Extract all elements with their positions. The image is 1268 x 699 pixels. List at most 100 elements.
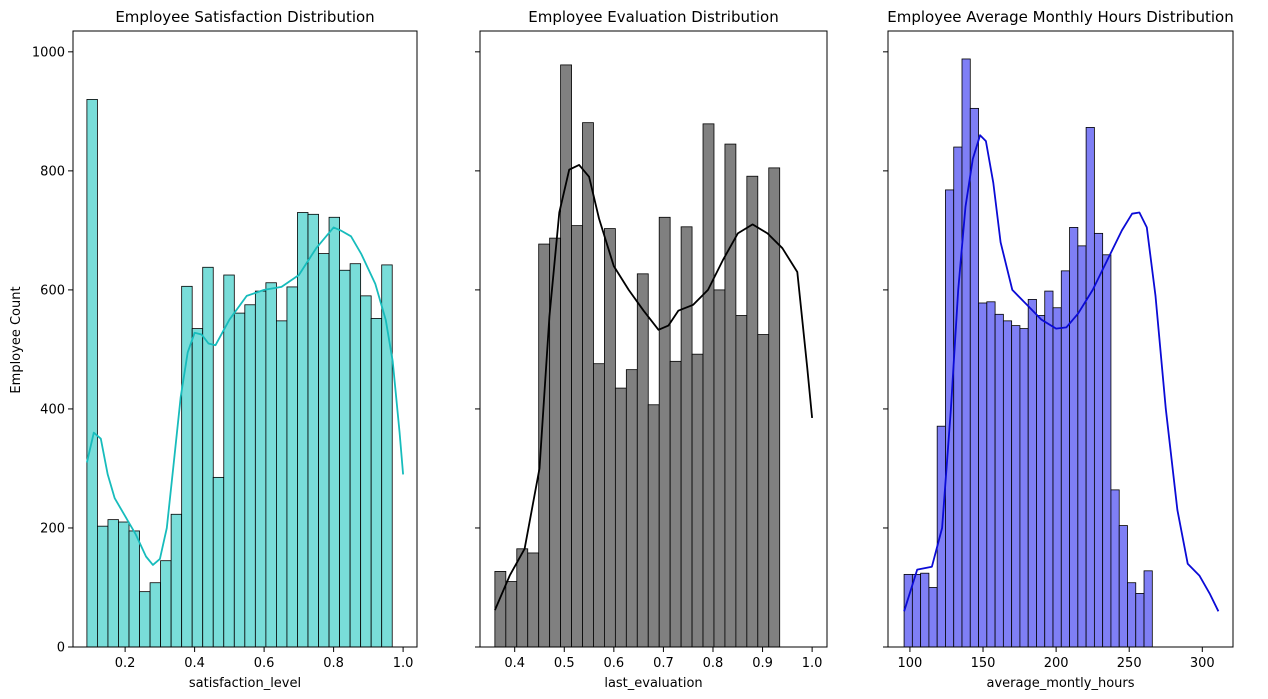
y-tick-label: 200	[40, 521, 65, 536]
histogram-bar	[920, 572, 930, 648]
x-tick-label: 0.6	[254, 656, 275, 671]
histogram-bar	[149, 582, 161, 648]
histogram-bar	[994, 313, 1004, 648]
kde-line	[86, 226, 404, 566]
histogram-bar	[1044, 290, 1054, 648]
histogram-bar	[636, 273, 649, 648]
histogram-bar	[1143, 570, 1153, 648]
histogram-bar	[593, 363, 605, 648]
histogram-bar	[903, 573, 913, 648]
histogram-bar	[928, 587, 938, 648]
histogram-bar	[307, 213, 319, 648]
x-tick-label: 0.2	[115, 656, 136, 671]
histogram-bar	[1085, 127, 1095, 648]
histogram-bar	[97, 525, 109, 648]
histogram-bar	[986, 301, 996, 648]
panel-3: 100 150 200 250 300 Employee Average Monthly …	[883, 8, 1234, 691]
histogram-bar	[713, 289, 726, 648]
histogram-bar	[680, 226, 693, 648]
histogram-bar	[328, 216, 340, 648]
histogram-bar	[746, 175, 759, 648]
histogram-bar	[614, 387, 627, 648]
y-tick-label: 1000	[32, 45, 65, 60]
x-tick-label: 200	[1044, 656, 1069, 671]
histogram-bar	[297, 212, 309, 648]
histogram-bar	[360, 295, 372, 648]
x-tick-label: 0.7	[653, 656, 674, 671]
y-tick-label: 600	[40, 283, 65, 298]
histogram-bar	[181, 285, 193, 648]
histogram-bar	[86, 99, 98, 648]
x-tick-label: 1.0	[393, 656, 414, 671]
chart-title: Employee Average Monthly Hours Distribut…	[887, 8, 1233, 26]
histogram-bar	[254, 290, 267, 648]
x-tick-label: 1.0	[802, 656, 823, 671]
histogram-bar	[604, 228, 616, 648]
histogram-bar	[1118, 525, 1128, 648]
x-axis-label: average_montly_hours	[986, 676, 1134, 691]
histogram-bar	[969, 107, 979, 648]
x-tick-label: 0.8	[703, 656, 724, 671]
histogram-bar	[936, 425, 946, 648]
histogram-bar	[265, 282, 277, 648]
histogram-bar	[370, 318, 383, 648]
histogram-bar	[128, 530, 140, 648]
histogram-bar	[233, 312, 246, 648]
plot-frame	[479, 30, 828, 648]
histogram-bar	[1110, 489, 1120, 648]
x-tick-label: 0.8	[323, 656, 344, 671]
x-tick-label: 0.4	[184, 656, 205, 671]
histogram-bar	[1019, 328, 1029, 648]
histogram-bar	[339, 269, 351, 648]
x-tick-label: 0.9	[752, 656, 773, 671]
histogram-bar	[702, 123, 715, 648]
histogram-bar	[516, 548, 529, 648]
histogram-bar	[1127, 582, 1137, 648]
histogram-bar	[1052, 307, 1062, 648]
histogram-bar	[1093, 232, 1104, 648]
x-tick-label: 100	[898, 656, 923, 671]
histogram-bar	[118, 521, 130, 648]
y-tick-label: 800	[40, 164, 65, 179]
histogram-bar	[571, 225, 583, 648]
histogram-bar	[582, 122, 594, 648]
x-axis-label: satisfaction_level	[189, 676, 301, 691]
histogram-bar	[757, 334, 770, 648]
histogram-bar	[160, 560, 172, 648]
plot-frame	[72, 30, 418, 648]
histogram-bar	[978, 302, 988, 648]
plot-frame	[887, 30, 1234, 648]
histogram-bar	[911, 573, 922, 648]
histogram-bar	[625, 369, 638, 648]
kde-line	[494, 163, 813, 611]
histogram-bar	[505, 581, 518, 648]
histogram-bar	[318, 253, 330, 648]
histogram-bar	[494, 571, 507, 648]
histogram-bar	[349, 263, 362, 648]
chart-title: Employee Satisfaction Distribution	[115, 8, 374, 26]
histogram-bar	[669, 360, 682, 648]
y-tick-label: 0	[57, 641, 65, 656]
y-tick-label: 400	[40, 402, 65, 417]
x-tick-label: 0.4	[504, 656, 525, 671]
x-tick-label: 0.6	[603, 656, 624, 671]
histogram-bar	[1002, 320, 1013, 648]
x-tick-label: 250	[1117, 656, 1142, 671]
histogram-bar	[647, 404, 660, 648]
histogram-bar	[724, 143, 737, 648]
kde-line	[903, 134, 1220, 612]
x-tick-label: 150	[971, 656, 996, 671]
histogram-bar	[735, 315, 748, 648]
histogram-bar	[170, 513, 183, 648]
histogram-bar	[139, 591, 151, 648]
histogram-bar	[560, 64, 572, 648]
chart-title: Employee Evaluation Distribution	[528, 8, 778, 26]
x-axis-label: last_evaluation	[604, 676, 702, 691]
histogram-bar	[1036, 315, 1046, 648]
histogram-bar	[527, 552, 540, 648]
histogram-bar	[191, 328, 204, 648]
histogram-bar	[1011, 325, 1021, 648]
x-tick-label: 300	[1190, 656, 1215, 671]
histogram-bar	[658, 216, 671, 648]
panel-1: 0.2 0.4 0.6 0.8 1.0 0 200 400 600 800 1000 Employee…	[32, 8, 418, 691]
